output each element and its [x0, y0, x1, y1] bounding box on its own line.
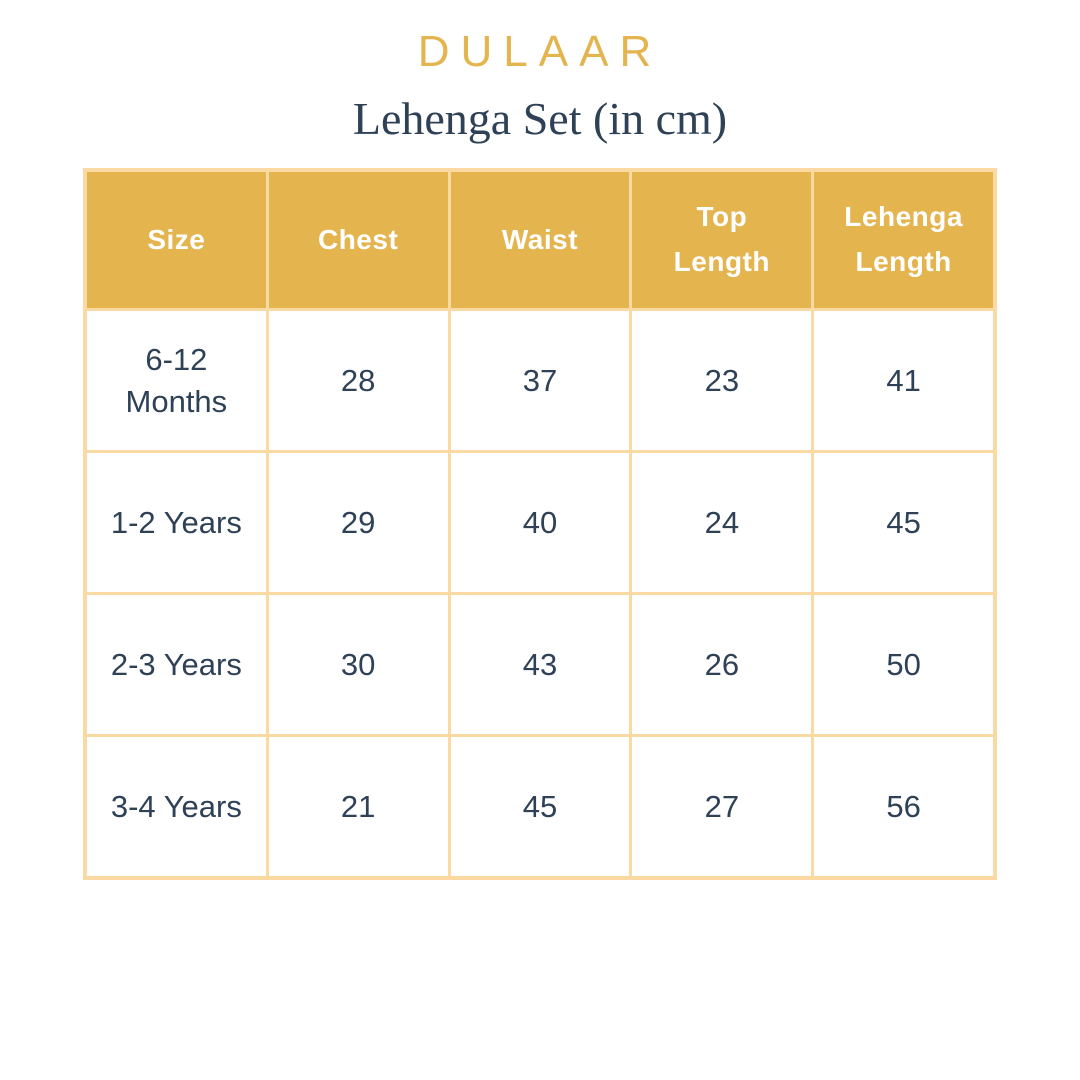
- cell-size: 3-4 Years: [83, 734, 269, 880]
- table-body: 6-12 Months 28 37 23 41 1-2 Years 29 40 …: [83, 308, 997, 880]
- cell-lehenga-length: 41: [811, 308, 997, 453]
- cell-size: 2-3 Years: [83, 592, 269, 737]
- cell-size: 1-2 Years: [83, 450, 269, 595]
- page-title: Lehenga Set (in cm): [352, 93, 728, 144]
- table-row: 2-3 Years 30 43 26 50: [83, 592, 997, 737]
- column-header-waist: Waist: [447, 168, 633, 311]
- cell-top-length: 27: [629, 734, 815, 880]
- cell-top-length: 24: [629, 450, 815, 595]
- cell-top-length: 26: [629, 592, 815, 737]
- cell-chest: 29: [265, 450, 451, 595]
- cell-waist: 40: [447, 450, 633, 595]
- table-row: 6-12 Months 28 37 23 41: [83, 308, 997, 453]
- cell-lehenga-length: 50: [811, 592, 997, 737]
- header-row: Size Chest Waist Top Length Lehenga Leng…: [83, 168, 997, 311]
- cell-size: 6-12 Months: [83, 308, 269, 453]
- table-row: 3-4 Years 21 45 27 56: [83, 734, 997, 880]
- cell-waist: 45: [447, 734, 633, 880]
- column-header-size: Size: [83, 168, 269, 311]
- brand-logo: DULAAR: [417, 27, 663, 76]
- column-header-lehenga-length: Lehenga Length: [811, 168, 997, 311]
- cell-chest: 28: [265, 308, 451, 453]
- table-header: Size Chest Waist Top Length Lehenga Leng…: [83, 168, 997, 311]
- size-chart-table: Size Chest Waist Top Length Lehenga Leng…: [83, 168, 997, 880]
- cell-waist: 43: [447, 592, 633, 737]
- cell-lehenga-length: 45: [811, 450, 997, 595]
- cell-lehenga-length: 56: [811, 734, 997, 880]
- cell-waist: 37: [447, 308, 633, 453]
- cell-top-length: 23: [629, 308, 815, 453]
- column-header-chest: Chest: [265, 168, 451, 311]
- cell-chest: 30: [265, 592, 451, 737]
- column-header-top-length: Top Length: [629, 168, 815, 311]
- table-row: 1-2 Years 29 40 24 45: [83, 450, 997, 595]
- cell-chest: 21: [265, 734, 451, 880]
